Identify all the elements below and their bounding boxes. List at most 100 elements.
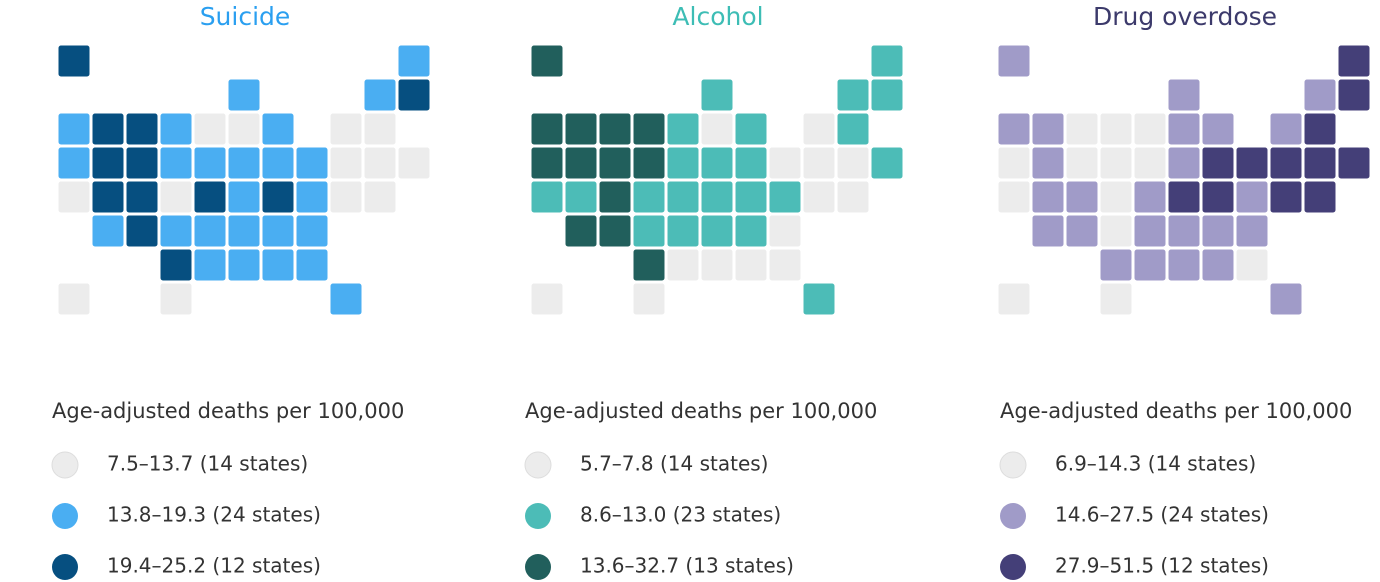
state-tile xyxy=(1167,112,1201,146)
state-tile xyxy=(836,146,870,180)
state-tile xyxy=(530,146,564,180)
state-tile xyxy=(997,282,1031,316)
state-tile xyxy=(1167,248,1201,282)
state-tile xyxy=(1201,248,1235,282)
state-tile xyxy=(1235,180,1269,214)
state-tile xyxy=(564,112,598,146)
legend-swatch xyxy=(525,503,551,529)
map-title: Suicide xyxy=(200,2,291,31)
state-tile xyxy=(564,146,598,180)
state-tile xyxy=(227,214,261,248)
legend-label: 19.4–25.2 (12 states) xyxy=(107,554,321,578)
state-tile xyxy=(997,146,1031,180)
state-tile xyxy=(159,282,193,316)
state-tile xyxy=(666,248,700,282)
state-tile xyxy=(1065,180,1099,214)
state-tile xyxy=(700,78,734,112)
state-tile xyxy=(1235,214,1269,248)
state-tile xyxy=(598,180,632,214)
state-tile xyxy=(227,112,261,146)
state-tile xyxy=(1133,112,1167,146)
state-tile xyxy=(530,282,564,316)
state-tile xyxy=(1303,78,1337,112)
state-tile xyxy=(700,146,734,180)
state-tile xyxy=(666,180,700,214)
map-panel: Suicide Age-adjusted deaths per 100,000 7.… xyxy=(51,2,431,580)
state-tile xyxy=(598,146,632,180)
legend-title: Age-adjusted deaths per 100,000 xyxy=(1000,399,1352,423)
state-tile xyxy=(666,112,700,146)
state-tile xyxy=(530,180,564,214)
map-title: Alcohol xyxy=(672,2,763,31)
state-tile xyxy=(1031,146,1065,180)
state-tile xyxy=(1133,146,1167,180)
state-tile xyxy=(700,214,734,248)
state-tile xyxy=(700,112,734,146)
state-tile xyxy=(598,112,632,146)
state-tile xyxy=(802,112,836,146)
state-tile xyxy=(598,214,632,248)
legend-swatch xyxy=(52,554,78,580)
state-tile xyxy=(1099,282,1133,316)
state-tile xyxy=(870,78,904,112)
state-tile xyxy=(632,146,666,180)
legend-label: 14.6–27.5 (24 states) xyxy=(1055,503,1269,527)
state-tile xyxy=(1337,44,1371,78)
legend-swatch xyxy=(1000,554,1026,580)
state-tile xyxy=(261,146,295,180)
legend-swatch xyxy=(525,554,551,580)
state-tile xyxy=(193,214,227,248)
legend-swatch xyxy=(51,451,79,479)
state-tile xyxy=(734,146,768,180)
state-tile xyxy=(734,180,768,214)
state-tile xyxy=(227,78,261,112)
state-tile xyxy=(1201,214,1235,248)
state-tile xyxy=(666,146,700,180)
state-tile xyxy=(1201,146,1235,180)
state-tile xyxy=(1269,146,1303,180)
state-tile xyxy=(870,44,904,78)
state-tile xyxy=(193,146,227,180)
state-tile xyxy=(363,112,397,146)
legend-label: 8.6–13.0 (23 states) xyxy=(580,503,781,527)
state-tile xyxy=(1065,214,1099,248)
state-tile xyxy=(193,180,227,214)
state-tile xyxy=(802,180,836,214)
state-tile xyxy=(632,282,666,316)
state-tile xyxy=(261,112,295,146)
legend-label: 5.7–7.8 (14 states) xyxy=(580,452,768,476)
state-tile xyxy=(632,248,666,282)
map-panel: Alcohol Age-adjusted deaths per 100,000 5.… xyxy=(524,2,904,580)
legend-title: Age-adjusted deaths per 100,000 xyxy=(525,399,877,423)
state-tile xyxy=(159,146,193,180)
state-tile xyxy=(666,214,700,248)
state-tile xyxy=(997,112,1031,146)
state-tile xyxy=(227,146,261,180)
state-tile xyxy=(57,44,91,78)
state-tile xyxy=(530,112,564,146)
state-tile xyxy=(802,282,836,316)
state-tile xyxy=(91,112,125,146)
state-tile xyxy=(193,248,227,282)
state-tile xyxy=(125,180,159,214)
state-tile xyxy=(329,282,363,316)
state-tile xyxy=(295,180,329,214)
state-tile xyxy=(159,214,193,248)
state-tile xyxy=(159,180,193,214)
state-tile xyxy=(329,146,363,180)
state-tile xyxy=(1031,180,1065,214)
state-tile xyxy=(700,180,734,214)
state-tile xyxy=(1303,180,1337,214)
state-tile xyxy=(1099,146,1133,180)
state-tile xyxy=(329,112,363,146)
state-tile xyxy=(768,180,802,214)
state-tile xyxy=(1031,112,1065,146)
legend-swatch xyxy=(524,451,552,479)
state-tile xyxy=(1337,78,1371,112)
state-tile xyxy=(261,214,295,248)
state-tile xyxy=(768,248,802,282)
state-tile xyxy=(1031,214,1065,248)
state-tile xyxy=(363,180,397,214)
state-tile xyxy=(734,214,768,248)
